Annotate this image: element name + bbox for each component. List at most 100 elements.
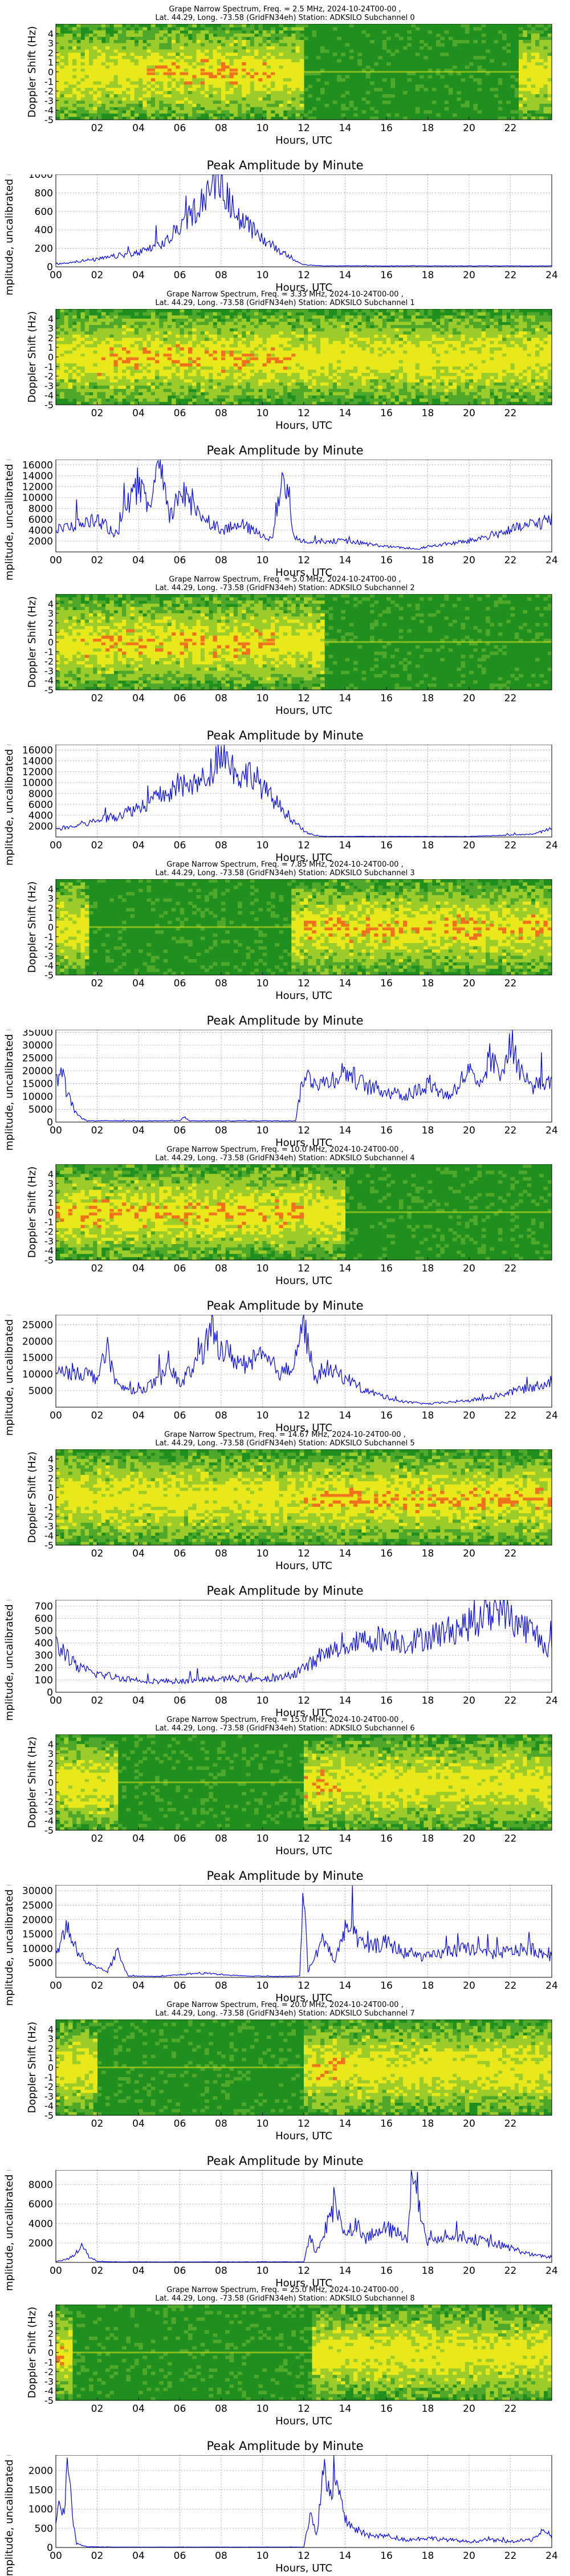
amplitude-xtick-label: 20 [463, 2550, 475, 2562]
spectrogram-xtick-label: 10 [256, 1833, 269, 1844]
amplitude-xtick-label: 24 [545, 840, 558, 851]
amplitude-xtick-label: 14 [339, 2265, 352, 2277]
spectrogram-ytick-label: -3 [44, 1521, 54, 1531]
spectrogram-ylabel: Doppler Shift (Hz) [26, 26, 38, 118]
spectrogram-xtick-label: 02 [91, 1263, 104, 1274]
amplitude-xtick-label: 22 [504, 1410, 517, 1421]
amplitude-xtick-label: 12 [298, 1695, 310, 1707]
amplitude-ytick-label: 1000 [28, 2504, 53, 2516]
amplitude-xtick-label: 10 [256, 270, 269, 281]
spectrogram-ytick-label: -5 [44, 2395, 54, 2406]
spectrogram-ylabel: Doppler Shift (Hz) [26, 1737, 38, 1829]
amplitude-xtick-label: 02 [91, 270, 104, 281]
spectrogram-xtick-label: 06 [174, 1263, 186, 1274]
spectrogram-ytick-label: -2 [44, 371, 54, 382]
amplitude-xtick-label: 14 [339, 840, 352, 851]
amplitude-ylabel: Amplitude, uncalibrated units [3, 2170, 15, 2291]
amplitude-xtick-label: 24 [545, 270, 558, 281]
spectrogram-xtick-label: 14 [339, 693, 352, 704]
amplitude-ylabel: Amplitude, uncalibrated units [3, 1600, 15, 1721]
amplitude-ytick-label: 15000 [22, 1929, 53, 1940]
spectrogram-ylabel: Doppler Shift (Hz) [26, 2022, 38, 2114]
amplitude-xtick-label: 02 [91, 1410, 104, 1421]
spectrogram-title-line1: Grape Narrow Spectrum, Freq. = 3.33 MHz,… [0, 291, 570, 299]
amplitude-xtick-label: 20 [463, 555, 475, 566]
amplitude-xtick-label: 04 [132, 1125, 145, 1136]
amplitude-xtick-label: 00 [50, 1125, 62, 1136]
spectrogram-xtick-label: 16 [380, 978, 393, 989]
spectrogram-ytick-label: 0 [48, 67, 54, 78]
spectrogram-ytick-label: 1 [48, 57, 54, 68]
amplitude-xtick-label: 10 [256, 840, 269, 851]
spectrogram-xtick-label: 06 [174, 123, 186, 134]
amplitude-xtick-label: 08 [215, 1980, 227, 1992]
spectrogram-ytick-label: 4 [48, 1454, 54, 1465]
spectrogram-ytick-label: -3 [44, 95, 54, 106]
amplitude-xtick-label: 00 [50, 1695, 62, 1707]
spectrogram-title-line2: Lat. 44.29, Long. -73.58 (GridFN34eh) St… [0, 14, 570, 22]
spectrogram-ytick-label: 0 [48, 2347, 54, 2358]
spectrogram-ylabel: Doppler Shift (Hz) [26, 311, 38, 403]
spectrogram-xtick-label: 14 [339, 123, 352, 134]
amplitude-ytick-label: 500 [35, 1626, 53, 1637]
amplitude-xtick-label: 22 [504, 1125, 517, 1136]
spectrogram-ytick-label: -1 [44, 932, 54, 942]
spectrogram-ytick-label: 2 [48, 1758, 54, 1769]
amplitude-ytick-label: 700 [35, 1601, 53, 1612]
spectrogram-ylabel: Doppler Shift (Hz) [26, 2307, 38, 2399]
amplitude-title: Peak Amplitude by Minute [0, 729, 570, 742]
amplitude-xtick-label: 16 [380, 1980, 393, 1992]
spectrogram-ylabel: Doppler Shift (Hz) [26, 1167, 38, 1258]
spectrogram-xtick-label: 22 [504, 693, 517, 704]
spectrogram-xtick-label: 10 [256, 693, 269, 704]
spectrogram-title-line2: Lat. 44.29, Long. -73.58 (GridFN34eh) St… [0, 2295, 570, 2303]
spectrogram-xlabel: Hours, UTC [275, 1560, 332, 1572]
spectrogram-ytick-label: -2 [44, 2082, 54, 2093]
spectrogram-xlabel: Hours, UTC [275, 990, 332, 1002]
spectrogram-xtick-label: 18 [422, 2403, 434, 2415]
spectrogram-xtick-label: 20 [463, 693, 475, 704]
spectrogram-xtick-label: 02 [91, 2118, 104, 2130]
spectrogram-xtick-label: 10 [256, 123, 269, 134]
amplitude-xtick-label: 04 [132, 840, 145, 851]
spectrogram-ytick-label: -4 [44, 2100, 54, 2111]
spectrogram-xtick-label: 12 [298, 693, 310, 704]
spectrogram-xtick-label: 16 [380, 2403, 393, 2415]
spectrogram-xtick-label: 06 [174, 978, 186, 989]
amplitude-xtick-label: 24 [545, 2550, 558, 2562]
amplitude-ytick-label: 15000 [22, 1352, 53, 1364]
spectrogram-xtick-label: 18 [422, 2118, 434, 2130]
spectrogram-title-line2: Lat. 44.29, Long. -73.58 (GridFN34eh) St… [0, 2010, 570, 2018]
spectrogram-title-line1: Grape Narrow Spectrum, Freq. = 2.5 MHz, … [0, 6, 570, 14]
spectrogram-ytick-label: 1 [48, 2338, 54, 2349]
spectrogram-ytick-label: -2 [44, 1226, 54, 1237]
amplitude-ytick-label: 400 [35, 1638, 53, 1649]
spectrogram-xtick-label: 12 [298, 2403, 310, 2415]
amplitude-xtick-label: 24 [545, 1695, 558, 1707]
spectrogram-xtick-label: 16 [380, 123, 393, 134]
amplitude-xtick-label: 20 [463, 1695, 475, 1707]
spectrogram-title-line1: Grape Narrow Spectrum, Freq. = 10.0 MHz,… [0, 1146, 570, 1154]
amplitude-xtick-label: 18 [422, 840, 434, 851]
spectrogram-ytick-label: -5 [44, 115, 54, 125]
amplitude-ytick-label: 25000 [22, 1319, 53, 1331]
spectrogram-xtick-label: 18 [422, 1548, 434, 1559]
spectrogram-ytick-label: 3 [48, 2319, 54, 2330]
amplitude-xtick-label: 24 [545, 1410, 558, 1421]
amplitude-xtick-label: 02 [91, 840, 104, 851]
spectrogram-xtick-label: 20 [463, 1548, 475, 1559]
spectrogram-xtick-label: 04 [132, 693, 145, 704]
amplitude-xtick-label: 14 [339, 1410, 352, 1421]
spectrogram-ytick-label: 1 [48, 2053, 54, 2063]
amplitude-xlabel: Hours, UTC [275, 2562, 332, 2574]
spectrogram-xtick-label: 08 [215, 2403, 227, 2415]
spectrogram-ytick-label: 4 [48, 314, 54, 324]
amplitude-xtick-label: 18 [422, 1410, 434, 1421]
spectrogram-xtick-label: 04 [132, 1263, 145, 1274]
